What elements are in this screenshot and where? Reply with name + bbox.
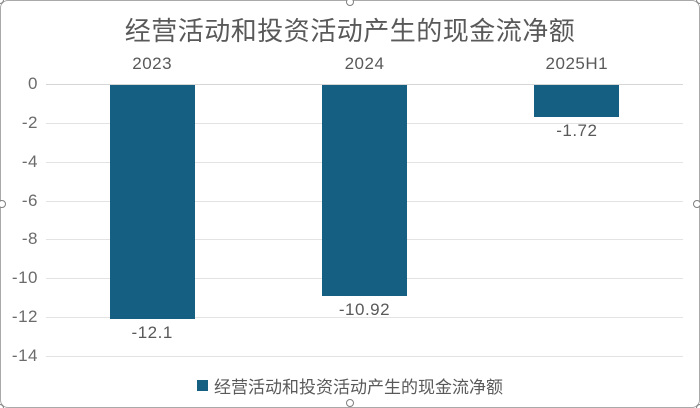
selection-handle[interactable]	[0, 0, 4, 4]
selection-handle[interactable]	[696, 0, 700, 4]
data-label: -1.72	[556, 121, 598, 141]
gridline	[46, 317, 683, 319]
category-label: 2024	[344, 54, 385, 73]
bar-2024[interactable]	[322, 85, 407, 297]
y-tick-label: -4	[21, 151, 38, 171]
selection-handle[interactable]	[696, 404, 700, 408]
y-tick-label: -10	[11, 268, 38, 288]
bar-2023[interactable]	[109, 85, 195, 320]
y-tick-label: -12	[11, 307, 38, 327]
y-tick-label: -8	[21, 229, 38, 249]
legend-label: 经营活动和投资活动产生的现金流净额	[214, 378, 503, 397]
category-label: 2023	[132, 54, 173, 73]
gridline	[46, 356, 683, 357]
bar-2025H1[interactable]	[534, 85, 620, 118]
category-label: 2025H1	[545, 54, 609, 73]
legend-marker-icon	[197, 380, 208, 391]
data-label: -12.1	[131, 323, 173, 343]
selection-handle[interactable]	[346, 0, 354, 6]
gridline	[46, 84, 683, 85]
chart-title[interactable]: 经营活动和投资活动产生的现金流净额	[124, 16, 576, 46]
data-label: -10.92	[338, 300, 391, 320]
legend[interactable]: 经营活动和投资活动产生的现金流净额	[0, 373, 700, 398]
selection-handle[interactable]	[0, 200, 6, 208]
y-tick-label: -14	[11, 346, 38, 365]
y-tick-label: -2	[21, 112, 38, 132]
selection-handle[interactable]	[693, 200, 700, 208]
y-tick-label: -6	[21, 190, 38, 210]
y-tick-label: 0	[28, 74, 38, 93]
selection-handle[interactable]	[346, 399, 354, 407]
selection-handle[interactable]	[0, 404, 4, 408]
